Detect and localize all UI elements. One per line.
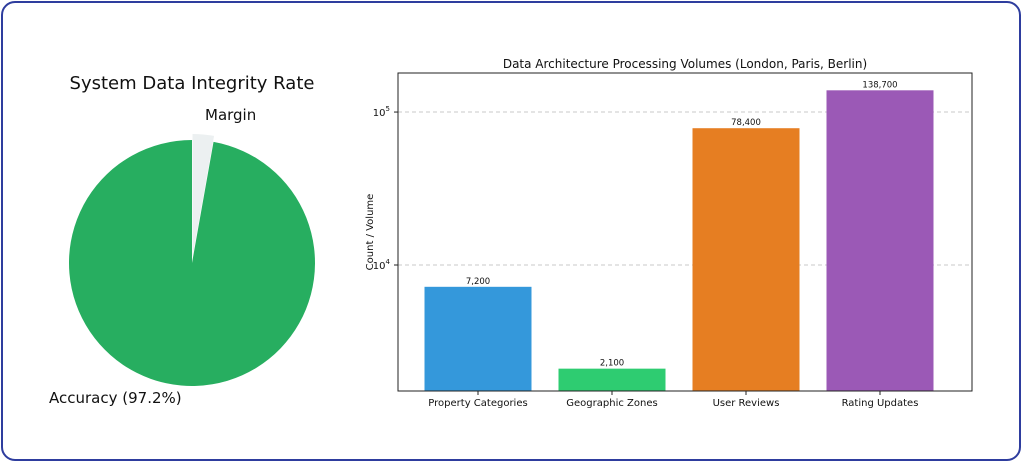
y-tick-label: 105 bbox=[373, 105, 390, 119]
y-tick-label: 104 bbox=[373, 258, 391, 272]
bar-geographic-zones bbox=[558, 368, 666, 391]
bars bbox=[424, 90, 934, 392]
bar-chart: Data Architecture Processing Volumes (Lo… bbox=[365, 57, 973, 409]
pie-label-margin: Margin bbox=[205, 106, 256, 124]
pie-labels: Accuracy (97.2%) Margin bbox=[49, 106, 256, 407]
bar-value-label: 7,200 bbox=[466, 277, 490, 287]
pie-label-accuracy: Accuracy (97.2%) bbox=[49, 389, 182, 407]
bar-value-labels: 7,200 2,100 78,400 138,700 bbox=[466, 80, 898, 368]
x-ticks: Property Categories Geographic Zones User … bbox=[428, 391, 918, 409]
pie-slice-margin bbox=[192, 134, 215, 258]
pie-title: System Data Integrity Rate bbox=[70, 73, 315, 94]
bar-rating-updates bbox=[826, 90, 934, 392]
y-axis-label: Count / Volume bbox=[365, 194, 376, 271]
x-tick-label: Property Categories bbox=[428, 398, 527, 409]
bar-property-categories bbox=[424, 286, 532, 391]
bar-title: Data Architecture Processing Volumes (Lo… bbox=[503, 57, 867, 71]
x-tick-label: Geographic Zones bbox=[566, 398, 657, 409]
pie-slice-accuracy bbox=[68, 140, 315, 387]
bar-value-label: 2,100 bbox=[600, 359, 624, 369]
bar-value-label: 138,700 bbox=[862, 80, 897, 90]
pie-slices bbox=[68, 134, 315, 387]
plot-frame bbox=[397, 72, 973, 392]
x-tick-label: Rating Updates bbox=[842, 398, 919, 409]
y-ticks: 104 105 bbox=[373, 105, 398, 272]
bar-value-label: 78,400 bbox=[731, 118, 761, 128]
bar-user-reviews bbox=[692, 128, 800, 391]
x-tick-label: User Reviews bbox=[713, 398, 780, 409]
pie-chart: System Data Integrity Rate Accuracy (97.… bbox=[49, 73, 315, 407]
